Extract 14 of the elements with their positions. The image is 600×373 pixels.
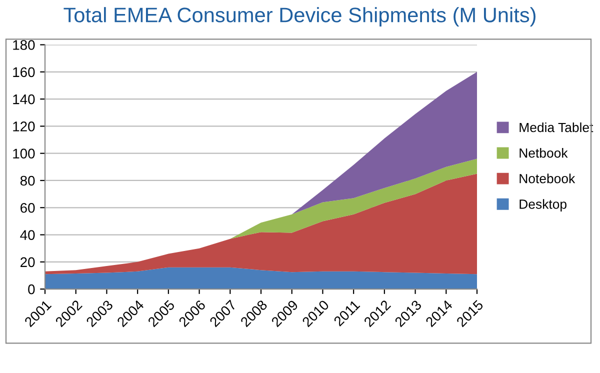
y-tick-label: 60: [20, 202, 35, 213]
y-tick-label: 120: [13, 122, 35, 132]
y-tick-label: 20: [20, 257, 35, 268]
legend-label: Notebook: [520, 174, 576, 184]
y-tick-label: 180: [13, 40, 35, 50]
y-tick-label: 40: [20, 230, 35, 240]
y-tick-label: 160: [13, 67, 35, 78]
legend-label: Desktop: [520, 199, 566, 212]
y-tick-label: 140: [13, 94, 35, 104]
legend-label: Netbook: [520, 148, 568, 158]
y-tick-label: 80: [20, 176, 35, 186]
y-tick-label: 100: [13, 148, 35, 159]
chart-title: Total EMEA Consumer Device Shipments (M Units): [64, 7, 536, 26]
y-tick-label: 0: [28, 284, 35, 294]
